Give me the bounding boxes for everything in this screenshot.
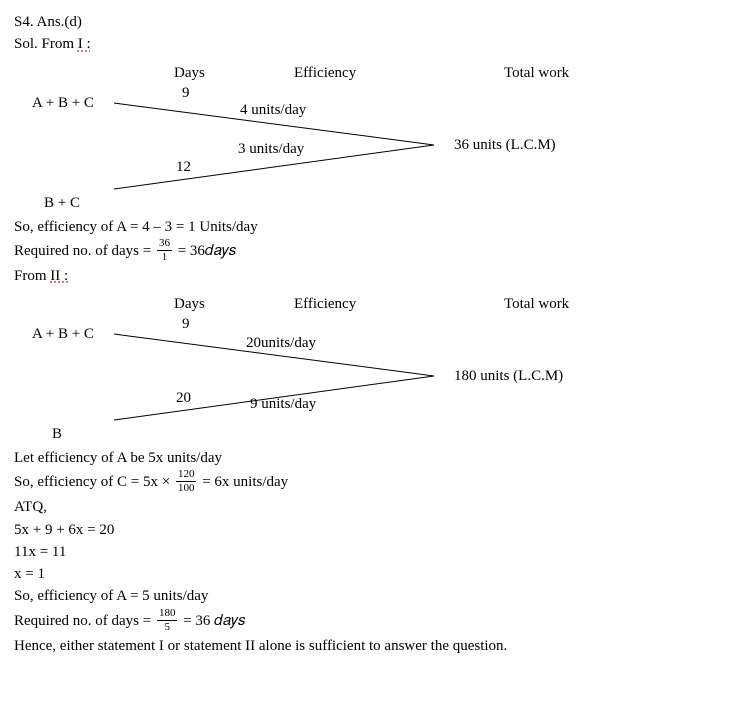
b2-line2: So, efficiency of C = 5x × 120100 = 6x u… (14, 470, 734, 495)
d2-days-bot: 20 (176, 388, 191, 408)
d2-days-top: 9 (182, 314, 190, 334)
b2-l8-den: 5 (157, 621, 178, 633)
b2-line3: ATQ, (14, 497, 734, 517)
b1-line1: So, efficiency of A = 4 – 3 = 1 Units/da… (14, 217, 734, 237)
b1-l2-frac: 361 (157, 238, 172, 263)
b1-l2-post: = 36𝑑𝑎𝑦𝑠 (174, 243, 236, 259)
from-2: II : (50, 268, 68, 284)
d2-left-top: A + B + C (32, 324, 94, 344)
d1-left-top: A + B + C (32, 93, 94, 113)
b1-l3-pre: From (14, 268, 50, 284)
col-total-work-2: Total work (504, 294, 569, 314)
b2-line5: 11x = 11 (14, 542, 734, 562)
d2-eff-bot: 9 units/day (250, 394, 316, 414)
b2-l8-num: 180 (157, 608, 178, 621)
b2-l2-frac: 120100 (176, 469, 197, 494)
col-total-work: Total work (504, 63, 569, 83)
column-headers-1: Days Efficiency Total work (14, 63, 734, 83)
sol-prefix: Sol. From (14, 36, 78, 52)
b2-l2-den: 100 (176, 482, 197, 494)
d1-right: 36 units (L.C.M) (454, 135, 556, 155)
b2-line8: Required no. of days = 1805 = 36 𝑑𝑎𝑦𝑠 (14, 609, 734, 634)
col-days-2: Days (174, 294, 205, 314)
b2-l2-num: 120 (176, 469, 197, 482)
d1-eff-top: 4 units/day (240, 100, 306, 120)
b2-l2-post: = 6x units/day (198, 474, 288, 490)
d2-right: 180 units (L.C.M) (454, 366, 563, 386)
d1-days-top: 9 (182, 83, 190, 103)
col-efficiency-2: Efficiency (294, 294, 356, 314)
b1-l2-den: 1 (157, 251, 172, 263)
solution-from-line: Sol. From I : (14, 34, 734, 54)
b2-l8-post: = 36 𝑑𝑎𝑦𝑠 (179, 612, 245, 628)
d1-left-bot: B + C (44, 193, 80, 213)
d2-left-bot: B (52, 424, 62, 444)
b2-l8-frac: 1805 (157, 608, 178, 633)
b2-line9: Hence, either statement I or statement I… (14, 636, 734, 656)
answer-line: S4. Ans.(d) (14, 12, 734, 32)
column-headers-2: Days Efficiency Total work (14, 294, 734, 314)
d2-eff-top: 20units/day (246, 333, 316, 353)
d1-eff-bot: 3 units/day (238, 139, 304, 159)
d1-days-bot: 12 (176, 157, 191, 177)
b1-l2-pre: Required no. of days = (14, 243, 155, 259)
b2-l8-pre: Required no. of days = (14, 612, 155, 628)
diagram-1: A + B + C 9 4 units/day 36 units (L.C.M)… (14, 85, 734, 215)
from-1: I : (78, 36, 91, 52)
b2-line4: 5x + 9 + 6x = 20 (14, 520, 734, 540)
b2-l2-pre: So, efficiency of C = 5x × (14, 474, 174, 490)
b2-line6: x = 1 (14, 564, 734, 584)
b2-line7: So, efficiency of A = 5 units/day (14, 586, 734, 606)
col-efficiency: Efficiency (294, 63, 356, 83)
b1-line2: Required no. of days = 361 = 36𝑑𝑎𝑦𝑠 (14, 239, 734, 264)
diagram-2: A + B + C 9 20units/day 180 units (L.C.M… (14, 316, 734, 446)
col-days: Days (174, 63, 205, 83)
b2-line1: Let efficiency of A be 5x units/day (14, 448, 734, 468)
b1-line3: From II : (14, 266, 734, 286)
b1-l2-num: 36 (157, 238, 172, 251)
